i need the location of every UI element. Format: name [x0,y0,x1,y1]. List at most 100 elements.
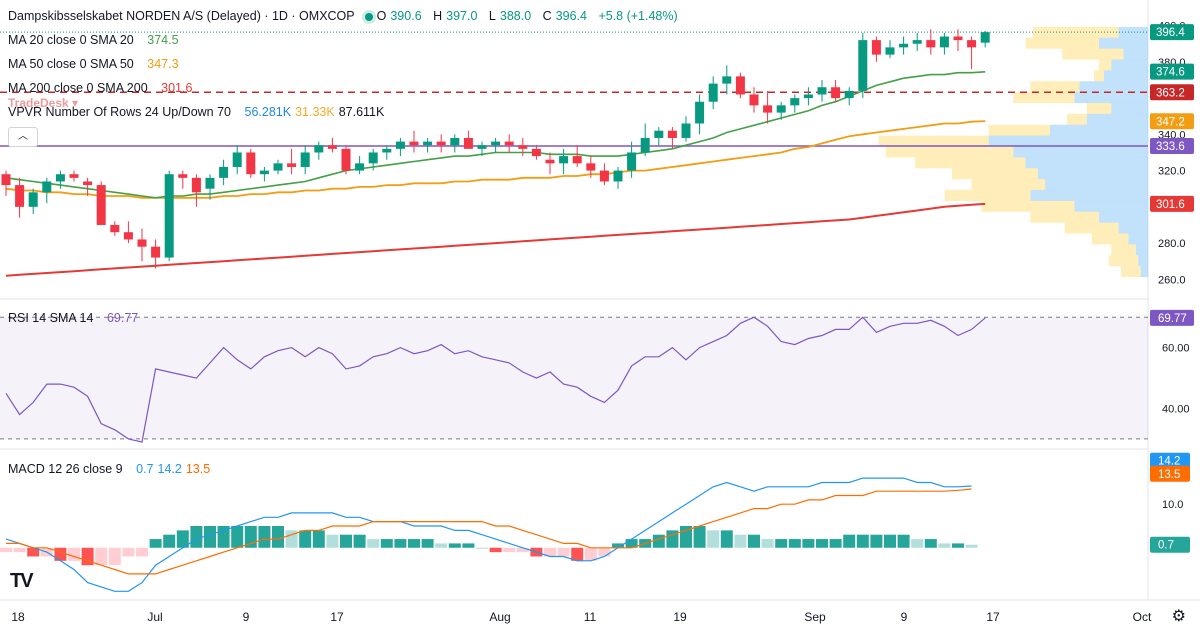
candle [980,32,990,43]
volume-profile-up-bar [1079,81,1148,93]
macd-value-box [1150,536,1190,553]
macd-histogram-bar [489,547,502,553]
chevron-up-icon: ︿ [18,131,28,142]
volume-profile-up-bar [988,135,1148,147]
volume-profile-up-bar [1111,59,1148,71]
macd-histogram-bar [516,547,529,553]
macd-histogram-bar [108,547,121,566]
time-tick-label: 17 [330,610,344,624]
candle [164,174,174,258]
macd-histogram-bar [204,526,216,548]
candle [817,87,827,95]
candle [912,40,922,44]
price-label-text: 347.2 [1156,116,1185,128]
candle [1,174,11,186]
candle [246,152,256,175]
price-label-text: 396.4 [1156,27,1185,39]
time-tick-label: 19 [673,610,687,624]
macd-histogram-bar [544,547,556,557]
macd-histogram-bar [380,539,393,548]
macd-histogram-bar [584,547,597,561]
candle [586,163,596,171]
macd-histogram-bar [870,534,883,548]
volume-profile-down-bar [1121,266,1141,278]
candle [287,163,297,167]
macd-histogram-bar [666,530,679,548]
volume-profile-down-bar [915,157,1026,169]
candle [178,174,188,178]
tradingview-logo[interactable]: TV [10,570,34,592]
candle [708,83,718,102]
gear-icon[interactable]: ⚙ [1171,608,1186,625]
macd-histogram-bar [775,539,788,548]
macd-signal-line [6,488,972,575]
price-tick-label: 320.0 [1158,166,1186,178]
symbol-title[interactable]: Dampskibsselskabet NORDEN A/S (Delayed) … [8,9,355,23]
macd-histogram-bar [285,530,298,548]
volume-profile-down-bar [1013,92,1075,104]
volume-profile-down-bar [1067,113,1087,125]
volume-profile-down-bar [1030,81,1080,93]
candle [259,170,269,175]
macd-histogram-bar [598,547,611,557]
volume-profile-up-bar [1099,211,1148,223]
macd-histogram-bar [367,539,380,548]
time-tick-label: 17 [986,610,1000,624]
candle [395,141,405,149]
candle [28,192,38,207]
macd-histogram-bar [952,543,964,548]
macd-tick-label: 10.0 [1162,499,1183,511]
macd-histogram-bar [884,534,896,548]
macd-histogram-bar [27,547,40,557]
macd-histogram-bar [13,547,26,553]
price-label-text: 301.6 [1156,199,1185,211]
header-legend: Dampskibsselskabet NORDEN A/S (Delayed) … [8,8,682,24]
macd-histogram-bar [149,539,162,548]
rsi-legend[interactable]: RSI 14 SMA 14 69.77 [8,311,139,325]
candle [355,163,365,171]
macd-histogram-bar [911,539,924,548]
macd-histogram-bar [258,526,271,548]
candle [83,181,93,186]
volume-profile-down-bar [1108,255,1139,267]
macd-histogram-bar [312,530,325,548]
macd-histogram-bar [421,539,434,548]
time-tick-label: 11 [584,610,597,624]
volume-profile-down-bar [1030,211,1099,223]
volume-profile-down-bar [1032,26,1119,38]
candle [640,137,650,153]
macd-value-text: 13.5 [1158,469,1180,481]
macd-histogram-bar [748,534,760,548]
volume-profile-down-bar [1086,102,1112,114]
volume-profile-down-bar [1094,70,1104,82]
ma50-legend[interactable]: MA 50 close 0 SMA 50 347.3 [8,57,179,71]
tradedesk-watermark: TradeDesk ▾ [8,96,79,110]
macd-histogram-bar [843,534,856,548]
volume-profile-up-bar [1099,37,1148,49]
candle [681,123,691,138]
volume-profile-up-bar [1138,255,1148,267]
macd-histogram-bar [707,530,720,548]
volume-profile-down-bar [1091,233,1129,245]
macd-histogram-bar [54,547,67,561]
candle [450,137,460,146]
ma200-legend[interactable]: MA 200 close 0 SMA 200 301.6 [8,81,193,95]
candle [69,174,79,178]
ma20-legend[interactable]: MA 20 close 0 SMA 20 374.5 [8,33,179,47]
price-label-box [1150,113,1194,130]
macd-histogram-bar [163,534,176,548]
collapse-legend-button[interactable]: ︿ [8,127,38,147]
candle [15,185,25,207]
macd-histogram-bar [68,547,80,561]
candle [151,246,161,258]
candle [55,174,65,182]
volume-profile-up-bar [1074,92,1148,104]
macd-legend[interactable]: MACD 12 26 close 9 0.7 14.2 13.5 [8,462,211,476]
macd-value-text: 0.7 [1158,540,1174,552]
volume-profile-down-bar [988,124,1050,136]
price-label-text: 374.6 [1156,67,1185,79]
time-tick-label: Sep [804,610,826,624]
vpvr-legend[interactable]: VPVR Number Of Rows 24 Up/Down 70 56.281… [8,105,385,119]
candle [953,36,963,41]
time-tick-label: Oct [1133,610,1152,624]
